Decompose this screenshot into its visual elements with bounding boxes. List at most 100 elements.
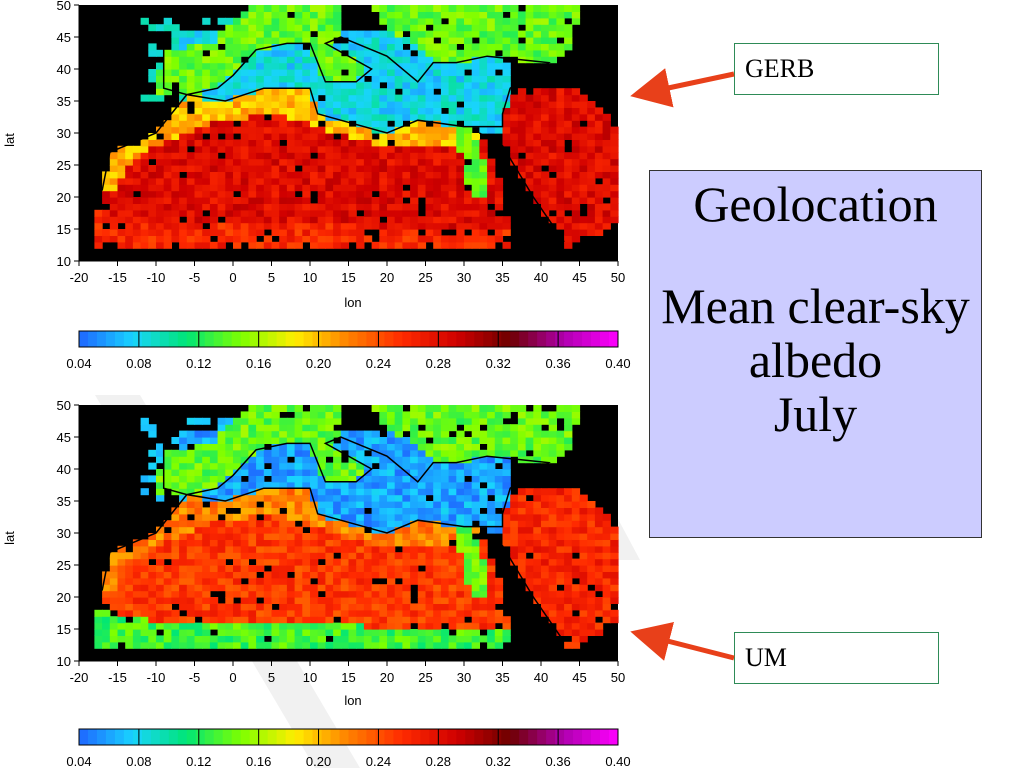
map-cell	[348, 56, 357, 64]
map-cell	[125, 209, 134, 217]
map-cell	[541, 411, 550, 419]
red-sea-coast	[479, 132, 565, 243]
map-cell	[310, 11, 319, 19]
map-cell	[310, 24, 319, 32]
map-cell	[217, 488, 226, 496]
map-cell	[410, 190, 419, 198]
map-cell	[594, 577, 604, 585]
map-cell	[348, 152, 357, 160]
map-cell	[233, 75, 242, 83]
y-tick-label: 25	[57, 558, 71, 573]
map-cell	[510, 552, 519, 560]
map-cell	[233, 177, 242, 185]
map-cell	[209, 190, 219, 198]
map-cell	[248, 641, 257, 649]
map-cell	[564, 229, 573, 236]
map-cell	[548, 120, 557, 128]
map-cell	[248, 635, 257, 643]
map-cell	[402, 590, 411, 598]
map-cell	[125, 158, 134, 166]
map-cell	[579, 190, 588, 198]
map-cell	[271, 37, 280, 44]
map-cell	[125, 216, 134, 224]
map-cell	[371, 94, 380, 102]
map-cell	[225, 469, 234, 476]
map-cell	[379, 120, 388, 128]
map-cell	[402, 520, 411, 528]
map-cell	[456, 641, 465, 649]
map-cell	[502, 17, 511, 25]
map-cell	[325, 165, 334, 172]
map-cell	[402, 411, 411, 419]
map-cell	[256, 449, 265, 457]
map-cell	[502, 43, 511, 51]
map-cell	[517, 488, 527, 496]
map-cell	[109, 209, 119, 217]
map-cell	[233, 229, 242, 236]
map-cell	[263, 513, 273, 521]
map-cell	[302, 488, 311, 496]
map-cell	[363, 177, 373, 185]
map-cell	[132, 545, 142, 553]
map-cell	[464, 145, 473, 153]
map-cell	[541, 558, 550, 566]
map-cell	[471, 222, 480, 230]
map-cell	[333, 539, 342, 547]
map-cell	[202, 120, 211, 128]
map-cell	[233, 545, 242, 553]
map-cell	[517, 43, 527, 51]
map-cell	[217, 462, 226, 470]
map-cell	[194, 171, 203, 179]
y-tick-label: 30	[57, 526, 71, 541]
map-cell	[202, 488, 211, 496]
map-cell	[479, 24, 488, 32]
y-tick-label: 10	[57, 654, 71, 669]
map-cell	[548, 449, 557, 457]
map-cell	[148, 133, 157, 140]
gerb-albedo-map: lat -20 -15 -10 -5 0 5 10 15 20 25 30 35 40 45 5010152…	[2, 0, 631, 371]
map-cell	[325, 629, 334, 636]
map-cell	[340, 171, 350, 179]
map-cell	[325, 417, 334, 425]
map-cell	[102, 209, 111, 217]
map-cell	[271, 424, 280, 432]
map-cell	[564, 539, 573, 547]
map-cell	[317, 30, 326, 38]
colorbar-swatch	[330, 729, 341, 745]
map-cell	[294, 481, 303, 489]
map-cell	[363, 216, 373, 224]
map-cell	[240, 558, 249, 566]
map-cell	[548, 584, 557, 592]
map-cell	[556, 430, 565, 438]
map-cell	[564, 629, 573, 636]
map-cell	[510, 437, 519, 444]
map-cell	[371, 501, 380, 508]
map-cell	[379, 43, 388, 51]
map-cell	[587, 558, 596, 566]
map-cell	[179, 545, 188, 553]
map-cell	[310, 462, 319, 470]
map-cell	[363, 584, 373, 592]
map-cell	[541, 197, 550, 204]
map-cell	[248, 126, 257, 134]
map-cell	[548, 533, 557, 540]
map-cell	[610, 184, 619, 192]
map-cell	[317, 629, 326, 636]
map-cell	[525, 11, 534, 19]
map-cell	[541, 24, 550, 32]
map-cell	[271, 443, 280, 451]
map-cell	[310, 235, 319, 243]
map-cell	[402, 158, 411, 166]
map-cell	[286, 49, 296, 57]
map-cell	[402, 558, 411, 566]
map-cell	[533, 5, 542, 12]
map-cell	[263, 571, 273, 579]
map-cell	[494, 494, 504, 502]
map-cell	[433, 152, 442, 160]
map-cell	[433, 62, 442, 70]
map-cell	[410, 635, 419, 643]
map-cell	[125, 558, 134, 566]
map-cell	[340, 565, 350, 572]
map-cell	[340, 469, 350, 476]
map-cell	[448, 533, 457, 540]
